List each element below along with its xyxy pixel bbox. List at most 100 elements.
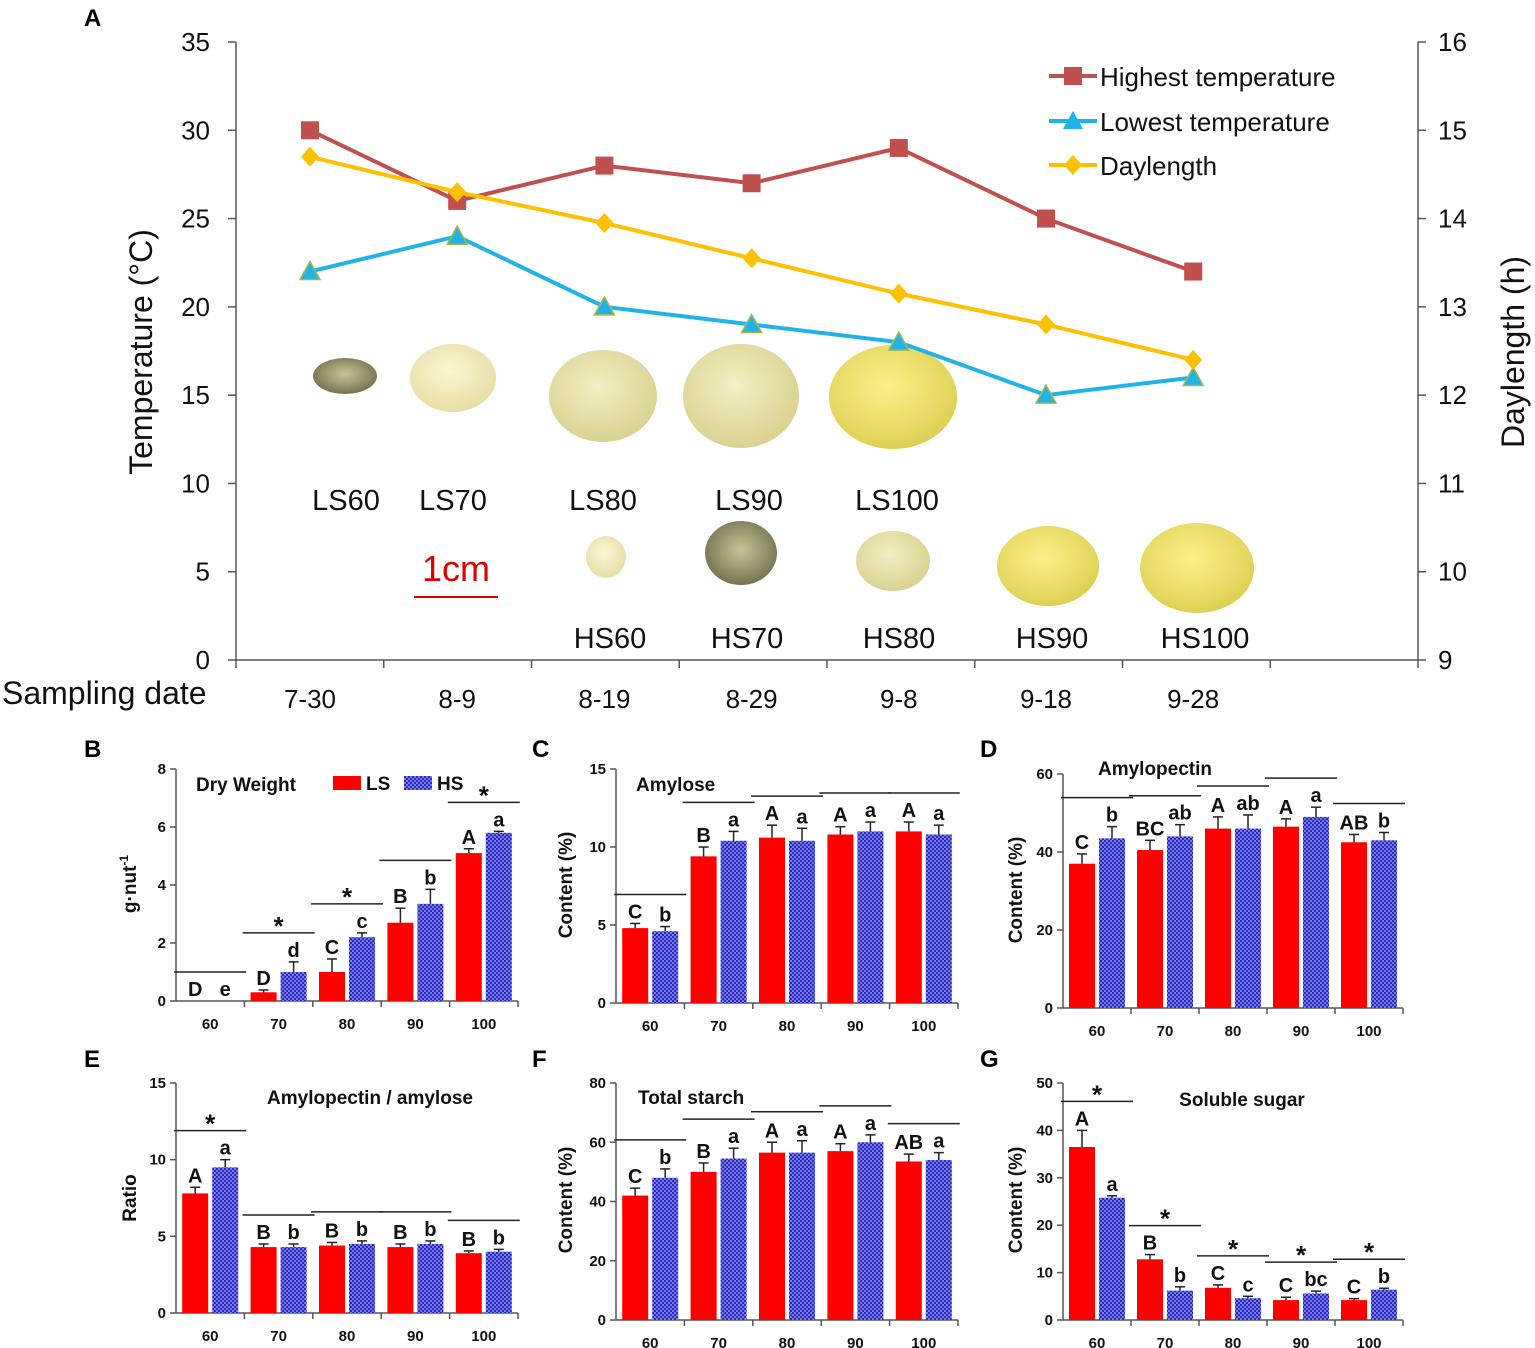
panel-a-series	[298, 121, 1205, 404]
y-tick-label: 6	[158, 819, 166, 836]
panel-y-label: Content (%)	[556, 1147, 577, 1254]
bar-ls	[827, 834, 854, 1003]
panel-letter-a: A	[84, 5, 101, 32]
x-tick-label: 100	[1356, 1023, 1381, 1040]
x-tick-label: 100	[911, 1335, 936, 1348]
x-tick-label: 70	[270, 1328, 287, 1345]
nut-photo-hs60	[586, 536, 626, 578]
panel-a-left-tick-label: 25	[181, 204, 210, 234]
significance-letter: A	[1075, 1108, 1089, 1130]
y-tick-label: 5	[598, 917, 606, 934]
x-tick-label: 80	[779, 1018, 796, 1035]
bar-ls	[250, 1247, 277, 1313]
panel-a-left-tick-label: 20	[181, 292, 210, 322]
x-tick-label: 60	[202, 1016, 219, 1033]
bar-ls	[1273, 826, 1299, 1008]
x-tick-label: 90	[847, 1335, 864, 1348]
sample-label-hs100: HS100	[1161, 623, 1250, 655]
panel-b-legend: LS HS	[333, 774, 463, 795]
bar-ls	[1341, 842, 1367, 1008]
sample-label-ls90: LS90	[715, 485, 783, 517]
panel-a-x-label: Sampling date	[2, 675, 207, 711]
significance-letter: a	[933, 1131, 945, 1153]
bar-hs	[857, 1142, 884, 1320]
bar-hs	[212, 1167, 239, 1313]
significance-star: *	[274, 911, 285, 941]
panel-a-right-tick-label: 11	[1438, 468, 1465, 498]
y-tick-label: 0	[158, 993, 166, 1010]
panel-title: Dry Weight	[196, 775, 297, 796]
panel-a-y2-label: Daylength (h)	[1495, 256, 1531, 448]
significance-letter: a	[493, 809, 505, 831]
y-tick-label: 4	[158, 877, 167, 894]
bar-ls	[1341, 1300, 1367, 1320]
bar-hs	[280, 972, 307, 1001]
bar-ls	[250, 992, 277, 1001]
bar-hs	[1235, 828, 1261, 1008]
significance-star: *	[1364, 1237, 1375, 1267]
significance-letter: a	[796, 1119, 808, 1141]
significance-letter: a	[220, 1138, 232, 1160]
nut-photo-ls70	[410, 344, 496, 412]
data-point-lowest	[887, 330, 911, 351]
bar-hs	[1099, 838, 1125, 1008]
significance-letter: A	[833, 805, 847, 827]
bar-hs	[652, 1177, 679, 1320]
legend-swatch-ls	[333, 776, 361, 790]
panel-letter-f: F	[532, 1046, 547, 1073]
panel-a-x-tick-label: 9-28	[1167, 684, 1219, 714]
panel-a-right-tick-label: 16	[1438, 27, 1467, 57]
significance-letter: AB	[1340, 812, 1369, 834]
panel-a-left-tick-label: 15	[181, 380, 210, 410]
panel-a-right-tick-label: 9	[1438, 645, 1452, 675]
significance-letter: B	[696, 1141, 710, 1163]
x-tick-label: 90	[1293, 1335, 1310, 1348]
panel-a-x-tick-label: 9-8	[880, 684, 918, 714]
significance-letter: a	[865, 1113, 877, 1135]
data-point-highest	[889, 138, 908, 157]
bar-ls	[319, 972, 345, 1001]
panel-a-left-tick-label: 30	[181, 115, 210, 145]
panel-a-left-tick-label: 0	[196, 645, 210, 675]
nut-photo-hs100	[1140, 523, 1254, 613]
significance-letter: b	[424, 867, 436, 889]
x-tick-label: 100	[1356, 1335, 1381, 1348]
x-tick-label: 60	[1089, 1335, 1106, 1348]
significance-star: *	[205, 1109, 216, 1139]
panel-title: Amylopectin	[1098, 759, 1212, 780]
bar-hs	[349, 937, 375, 1001]
y-tick-label: 20	[1036, 1217, 1053, 1234]
legend-marker-lowest	[1063, 111, 1083, 129]
panel-a-x-tick-label: 8-9	[438, 684, 476, 714]
panel-letter-b: B	[84, 736, 101, 763]
significance-letter: a	[796, 806, 808, 828]
bar-ls	[759, 1152, 785, 1320]
panel-a-right-tick-label: 13	[1438, 292, 1467, 322]
x-tick-label: 100	[471, 1328, 496, 1345]
x-tick-label: 90	[1293, 1023, 1310, 1040]
bar-ls	[387, 1247, 414, 1313]
significance-letter: a	[933, 803, 945, 825]
y-tick-label: 50	[1036, 1075, 1053, 1092]
significance-letter: d	[287, 940, 299, 962]
significance-letter: B	[1143, 1233, 1157, 1255]
data-point-daylength	[889, 283, 908, 304]
y-tick-label: 40	[1036, 1122, 1053, 1139]
data-point-daylength	[595, 212, 614, 233]
significance-letter: ab	[1236, 793, 1259, 815]
bar-ls	[895, 1161, 922, 1320]
bar-hs	[652, 931, 679, 1003]
panel-c: C 0 5 10 15 60 C b 70 Ba 80 A a 90 A a 100 A a Amylose Conte…	[532, 736, 960, 1035]
data-point-daylength	[448, 182, 467, 203]
significance-letter: B	[393, 1222, 407, 1244]
bar-ls	[455, 1253, 482, 1313]
legend-label-hs: HS	[437, 774, 463, 795]
panel-a-x-tick-label: 7-30	[284, 684, 336, 714]
scale-bar-label: 1cm	[422, 548, 490, 589]
x-tick-label: 70	[1157, 1335, 1174, 1348]
panel-f: F 0 20 40 60 80 60 Cb 70 Ba 80 A a 90 A a 100 AB a Total st…	[532, 1046, 960, 1348]
panel-a-x-tick-label: 8-19	[578, 684, 630, 714]
bar-hs	[789, 1152, 815, 1320]
significance-letter: b	[659, 1147, 671, 1169]
y-tick-label: 10	[1036, 1265, 1053, 1282]
